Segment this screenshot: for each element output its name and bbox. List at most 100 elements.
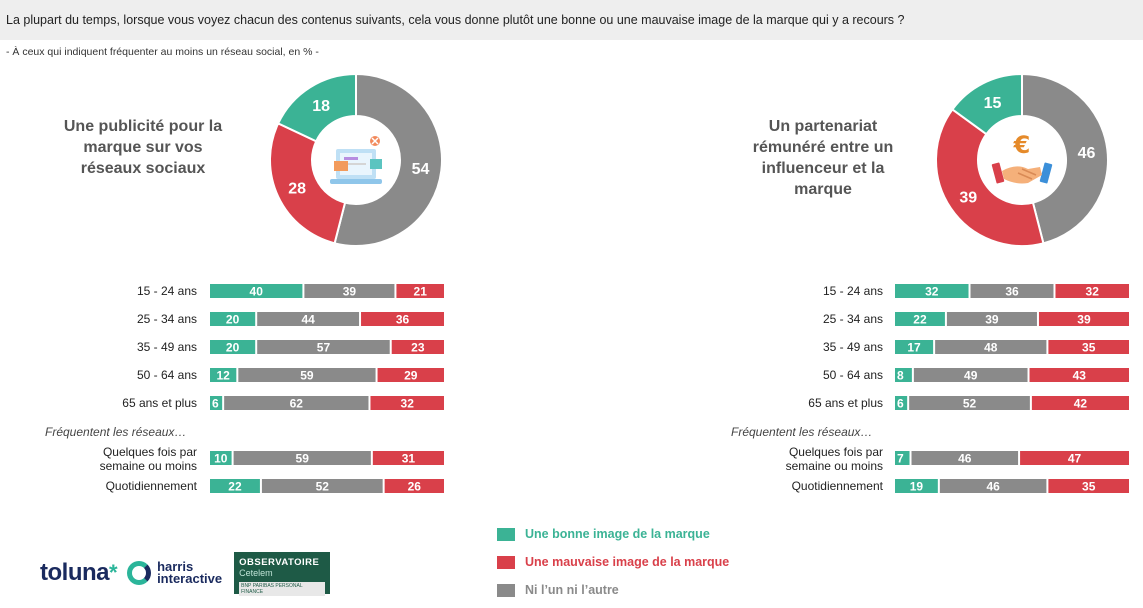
bar-category-label: 65 ans et plus xyxy=(122,396,197,410)
bar-value-label: 49 xyxy=(964,369,978,383)
bar-segment-neutral xyxy=(224,396,369,410)
bar-value-label: 35 xyxy=(1082,480,1096,494)
bar-segment-bad xyxy=(377,368,444,382)
bar-segment-good xyxy=(895,396,908,410)
legend-item-good: Une bonne image de la marque xyxy=(497,520,729,548)
donut-value-good: 18 xyxy=(312,98,330,115)
bar-segment-good xyxy=(895,284,969,298)
donut-hole xyxy=(979,117,1065,203)
bar-segment-neutral xyxy=(909,396,1030,410)
bar-segment-good xyxy=(210,284,303,298)
frequency-group-label: Fréquentent les réseaux… xyxy=(45,425,186,439)
bar-segment-neutral xyxy=(939,479,1047,493)
bar-value-label: 59 xyxy=(296,452,310,466)
bar-segment-good xyxy=(210,479,260,493)
bar-value-label: 22 xyxy=(913,313,927,327)
bar-category-label: 65 ans et plus xyxy=(808,396,883,410)
bar-value-label: 21 xyxy=(414,285,428,299)
bar-value-label: 36 xyxy=(1005,285,1019,299)
bar-value-label: 52 xyxy=(963,397,977,411)
bar-segment-good xyxy=(210,368,237,382)
bar-value-label: 7 xyxy=(897,452,904,466)
bar-segment-neutral xyxy=(257,340,390,354)
legend-swatch xyxy=(497,583,515,597)
donut-slice-good xyxy=(951,72,1023,136)
handshake-euro-icon: € xyxy=(991,131,1053,184)
bar-segment-bad xyxy=(370,396,444,410)
bar-segment-bad xyxy=(391,340,444,354)
bar-segment-bad xyxy=(1020,451,1129,465)
legend-item-bad: Une mauvaise image de la marque xyxy=(497,548,729,576)
bar-segment-neutral xyxy=(911,451,1019,465)
legend-label: Une mauvaise image de la marque xyxy=(525,555,730,569)
legend-item-neutral: Ni l’un ni l’autre xyxy=(497,576,729,604)
legend-swatch xyxy=(497,527,515,541)
bar-segment-bad xyxy=(1055,284,1129,298)
bar-value-label: 43 xyxy=(1073,369,1087,383)
bar-segment-neutral xyxy=(233,451,371,465)
toluna-logo: toluna* xyxy=(40,559,118,586)
bar-value-label: 8 xyxy=(897,369,904,383)
bar-value-label: 6 xyxy=(897,397,904,411)
bar-category-label: Quotidiennement xyxy=(106,479,198,493)
bar-segment-good xyxy=(210,451,232,465)
bar-segment-bad xyxy=(396,284,444,298)
bar-segment-neutral xyxy=(913,368,1028,382)
bar-value-label: 29 xyxy=(404,369,418,383)
bar-category-label: Quelques fois par semaine ou moins xyxy=(786,445,883,473)
bar-segment-neutral xyxy=(970,284,1054,298)
bar-value-label: 52 xyxy=(316,480,330,494)
bar-chart-left: 15 - 24 ans 40 39 21 25 - 34 ans 20 44 36 35 - 4… xyxy=(45,284,444,494)
panel-title-right: Un partenariat rémunéré entre un influen… xyxy=(752,118,894,198)
bar-segment-neutral xyxy=(946,312,1037,326)
bar-category-label: 35 - 49 ans xyxy=(823,340,883,354)
bar-segment-good xyxy=(895,451,910,465)
bar-value-label: 32 xyxy=(1086,285,1100,299)
bar-value-label: 48 xyxy=(984,341,998,355)
bar-segment-good xyxy=(895,479,938,493)
bar-value-label: 46 xyxy=(958,452,972,466)
logo-row: toluna* harris interactive OBSERVATOIRE C… xyxy=(40,552,331,596)
question-header: La plupart du temps, lorsque vous voyez … xyxy=(0,0,1143,40)
legend-swatch xyxy=(497,555,515,569)
bar-category-label: 35 - 49 ans xyxy=(137,340,197,354)
bar-value-label: 46 xyxy=(986,480,1000,494)
bar-value-label: 39 xyxy=(343,285,357,299)
bar-value-label: 10 xyxy=(214,452,228,466)
bar-category-label: 25 - 34 ans xyxy=(137,312,197,326)
bar-segment-bad xyxy=(361,312,444,326)
bar-category-label: 50 - 64 ans xyxy=(137,368,197,382)
legend-label: Une bonne image de la marque xyxy=(525,527,710,541)
bar-value-label: 39 xyxy=(1077,313,1091,327)
bar-category-label: 25 - 34 ans xyxy=(823,312,883,326)
harris-ring-icon xyxy=(127,561,152,585)
bar-segment-bad xyxy=(1048,340,1129,354)
bar-segment-bad xyxy=(1038,312,1129,326)
bar-category-label: Quotidiennement xyxy=(792,479,884,493)
bar-segment-neutral xyxy=(261,479,383,493)
bar-value-label: 39 xyxy=(985,313,999,327)
bar-value-label: 59 xyxy=(300,369,314,383)
bar-segment-good xyxy=(895,340,934,354)
bar-segment-good xyxy=(895,368,912,382)
base-subtitle: - À ceux qui indiquent fréquenter au moi… xyxy=(6,46,319,58)
bar-value-label: 20 xyxy=(226,313,240,327)
bar-segment-neutral xyxy=(257,312,360,326)
legend: Une bonne image de la marque Une mauvaise… xyxy=(497,520,729,604)
donut-value-good: 15 xyxy=(984,95,1002,112)
donut-value-bad: 28 xyxy=(288,181,306,198)
bar-segment-bad xyxy=(1031,396,1129,410)
svg-text:€: € xyxy=(1013,131,1031,159)
panel-title-left: Une publicité pour la marque sur vos rés… xyxy=(63,118,223,177)
donut-slice-good xyxy=(276,72,357,143)
bar-value-label: 40 xyxy=(250,285,264,299)
bar-category-label: 15 - 24 ans xyxy=(823,284,883,298)
bar-value-label: 62 xyxy=(290,397,304,411)
donut-slice-bad xyxy=(269,122,347,245)
bar-value-label: 31 xyxy=(402,452,416,466)
observatoire-cetelem-logo: OBSERVATOIRE Cetelem BNP PARIBAS PERSONA… xyxy=(234,552,331,596)
legend-label: Ni l’un ni l’autre xyxy=(525,583,619,597)
bar-segment-bad xyxy=(384,479,444,493)
frequency-group-label: Fréquentent les réseaux… xyxy=(731,425,872,439)
